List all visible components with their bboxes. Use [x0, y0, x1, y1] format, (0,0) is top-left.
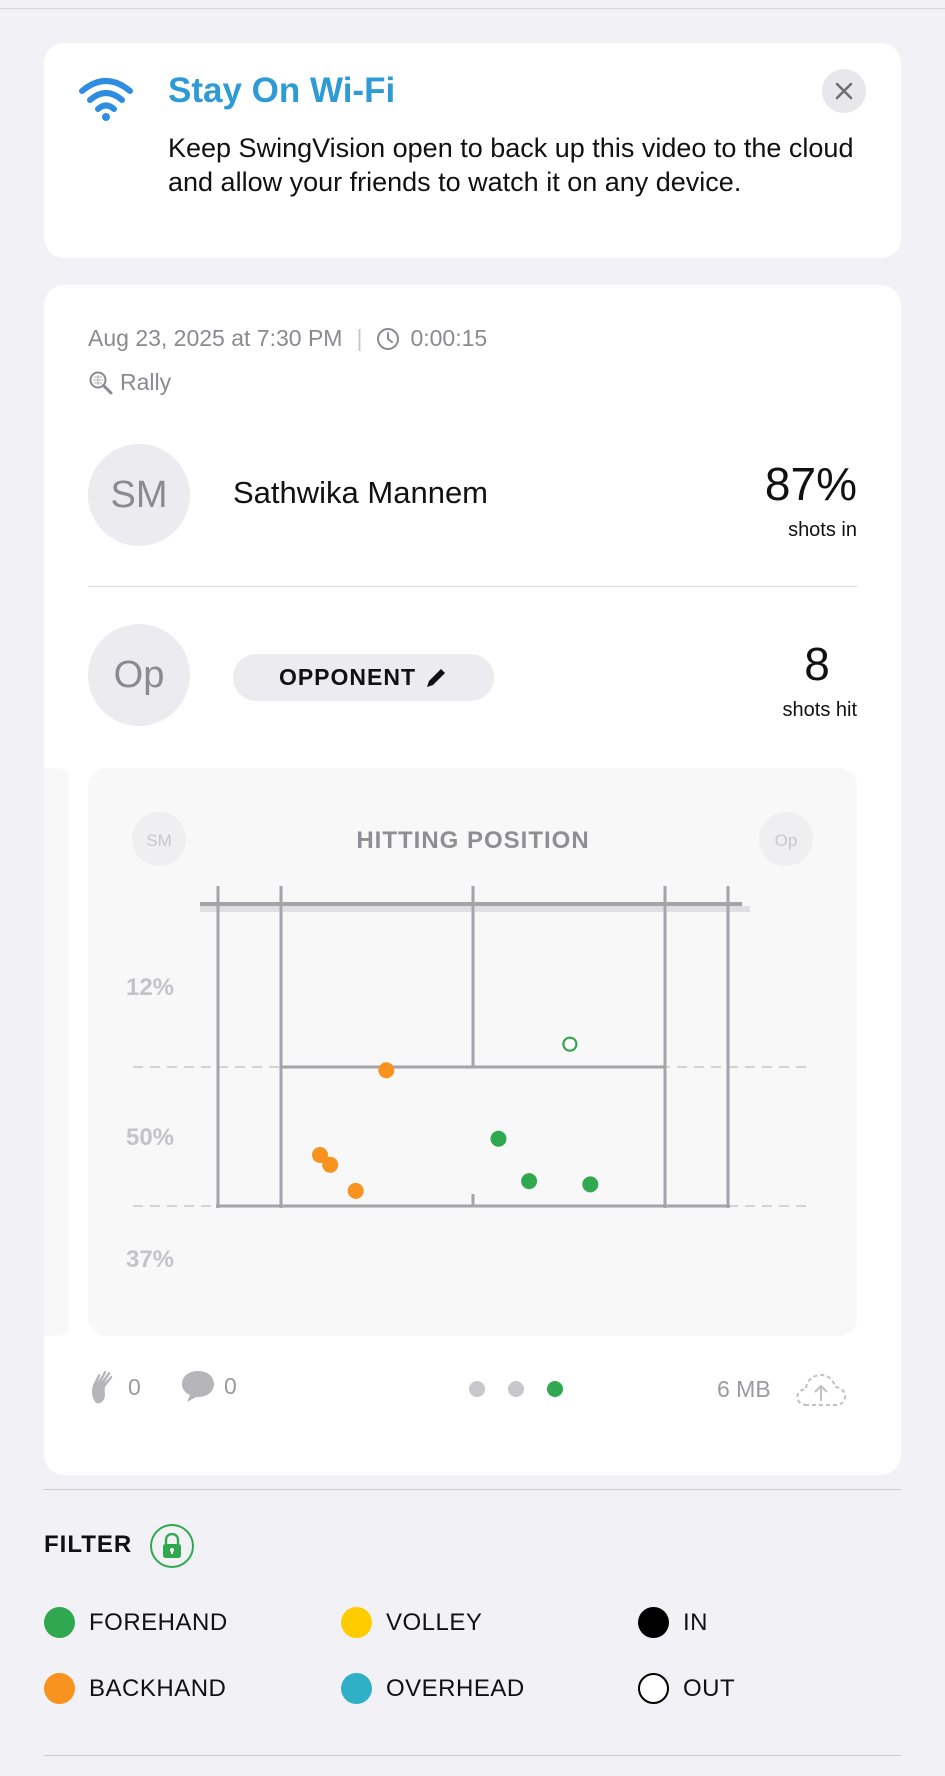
chart-right-avatar	[759, 812, 813, 866]
chart-title: HITTING POSITION	[356, 827, 589, 854]
close-icon	[835, 82, 853, 100]
chart-right-avatar-text: Op	[775, 831, 798, 850]
filter-volley[interactable]: VOLLEY	[341, 1607, 482, 1638]
forehand-swatch	[44, 1607, 75, 1638]
session-type-label: Rally	[120, 369, 172, 395]
page-indicator-dot-active[interactable]	[547, 1381, 563, 1397]
session-footer: 0 0 6 MB	[88, 1365, 857, 1411]
upload-status[interactable]: 6 MB	[717, 1369, 849, 1409]
session-date: Aug 23, 2025 at 7:30 PM	[88, 325, 343, 351]
like-button[interactable]: 0	[88, 1369, 141, 1405]
player-name: Sathwika Mannem	[233, 475, 489, 510]
session-meta: Aug 23, 2025 at 7:30 PM | 0:00:15	[88, 325, 487, 352]
top-divider	[0, 8, 945, 9]
chart-left-avatar	[132, 812, 186, 866]
out-swatch	[638, 1673, 669, 1704]
zone-label-deep: 12%	[126, 974, 174, 1001]
wifi-banner: Stay On Wi-Fi Keep SwingVision open to b…	[44, 43, 901, 258]
filter-forehand[interactable]: FOREHAND	[44, 1607, 228, 1638]
filter-label: FOREHAND	[89, 1608, 228, 1636]
wifi-banner-title: Stay On Wi-Fi	[168, 71, 396, 110]
racket-icon	[89, 371, 113, 394]
forehand-shot-point[interactable]	[490, 1130, 507, 1147]
filter-label: BACKHAND	[89, 1674, 227, 1702]
opponent-stat-label: shots hit	[782, 699, 857, 721]
page-indicator-dot[interactable]	[508, 1381, 524, 1397]
hitting-position-chart[interactable]: SM Op HITTING POSITION 12% 50%	[88, 768, 857, 1336]
cloud-upload-icon	[796, 1373, 846, 1406]
filter-top-divider	[44, 1489, 901, 1490]
chart-left-avatar-text: SM	[146, 831, 172, 850]
forehand-shot-point[interactable]	[521, 1173, 538, 1190]
previous-chart-peek[interactable]	[44, 768, 69, 1336]
filter-lock-button[interactable]	[150, 1524, 194, 1568]
overhead-swatch	[341, 1673, 372, 1704]
filter-label: VOLLEY	[386, 1608, 483, 1636]
opponent-avatar[interactable]: Op	[88, 624, 190, 726]
comment-icon	[182, 1371, 214, 1402]
filter-bottom-divider	[44, 1755, 901, 1756]
player-stat-value: 87%	[764, 458, 857, 510]
filter-backhand[interactable]: BACKHAND	[44, 1673, 226, 1704]
player-stat-label: shots in	[788, 519, 857, 541]
session-type: Rally	[88, 369, 171, 396]
comment-count: 0	[224, 1372, 237, 1399]
filter-label: OUT	[683, 1674, 736, 1702]
meta-separator: |	[356, 325, 363, 351]
court-lines	[216, 886, 730, 1208]
player-divider	[88, 586, 857, 587]
backhand-shot-point[interactable]	[347, 1182, 364, 1199]
video-size: 6 MB	[717, 1375, 771, 1402]
session-duration: 0:00:15	[410, 325, 488, 351]
forehand-shot-point[interactable]	[562, 1036, 578, 1052]
hitting-position-svg: SM Op HITTING POSITION 12% 50%	[126, 812, 813, 1273]
opponent-edit-button[interactable]: OPPONENT	[233, 654, 494, 701]
wifi-banner-body: Keep SwingVision open to back up this vi…	[168, 133, 854, 197]
zone-label-mid: 50%	[126, 1124, 174, 1151]
player-avatar[interactable]: SM	[88, 444, 190, 546]
backhand-swatch	[44, 1673, 75, 1704]
close-button[interactable]	[822, 69, 866, 113]
lock-icon	[163, 1533, 181, 1558]
comment-button[interactable]: 0	[180, 1369, 237, 1403]
filter-in[interactable]: IN	[638, 1607, 708, 1638]
filter-out[interactable]: OUT	[638, 1673, 735, 1704]
forehand-shot-point[interactable]	[582, 1176, 599, 1193]
shot-points	[312, 1036, 599, 1199]
filter-overhead[interactable]: OVERHEAD	[341, 1673, 525, 1704]
volley-swatch	[341, 1607, 372, 1638]
opponent-label: OPPONENT	[278, 664, 417, 690]
pencil-icon	[427, 668, 446, 687]
page-indicator-dot[interactable]	[469, 1381, 485, 1397]
in-swatch	[638, 1607, 669, 1638]
backhand-shot-point[interactable]	[312, 1147, 328, 1164]
clap-icon	[91, 1370, 113, 1404]
backhand-shot-point[interactable]	[378, 1062, 395, 1079]
wifi-icon	[79, 78, 133, 121]
like-count: 0	[128, 1373, 141, 1400]
clock-icon	[377, 327, 400, 350]
opponent-stat-value: 8	[804, 638, 830, 690]
filter-label: OVERHEAD	[386, 1674, 525, 1702]
zone-label-short: 37%	[126, 1246, 174, 1273]
session-card[interactable]: Aug 23, 2025 at 7:30 PM | 0:00:15 Rally …	[44, 285, 901, 1475]
filter-title: FILTER	[44, 1531, 133, 1558]
backhand-shot-point[interactable]	[322, 1156, 339, 1173]
filter-label: IN	[683, 1608, 708, 1636]
